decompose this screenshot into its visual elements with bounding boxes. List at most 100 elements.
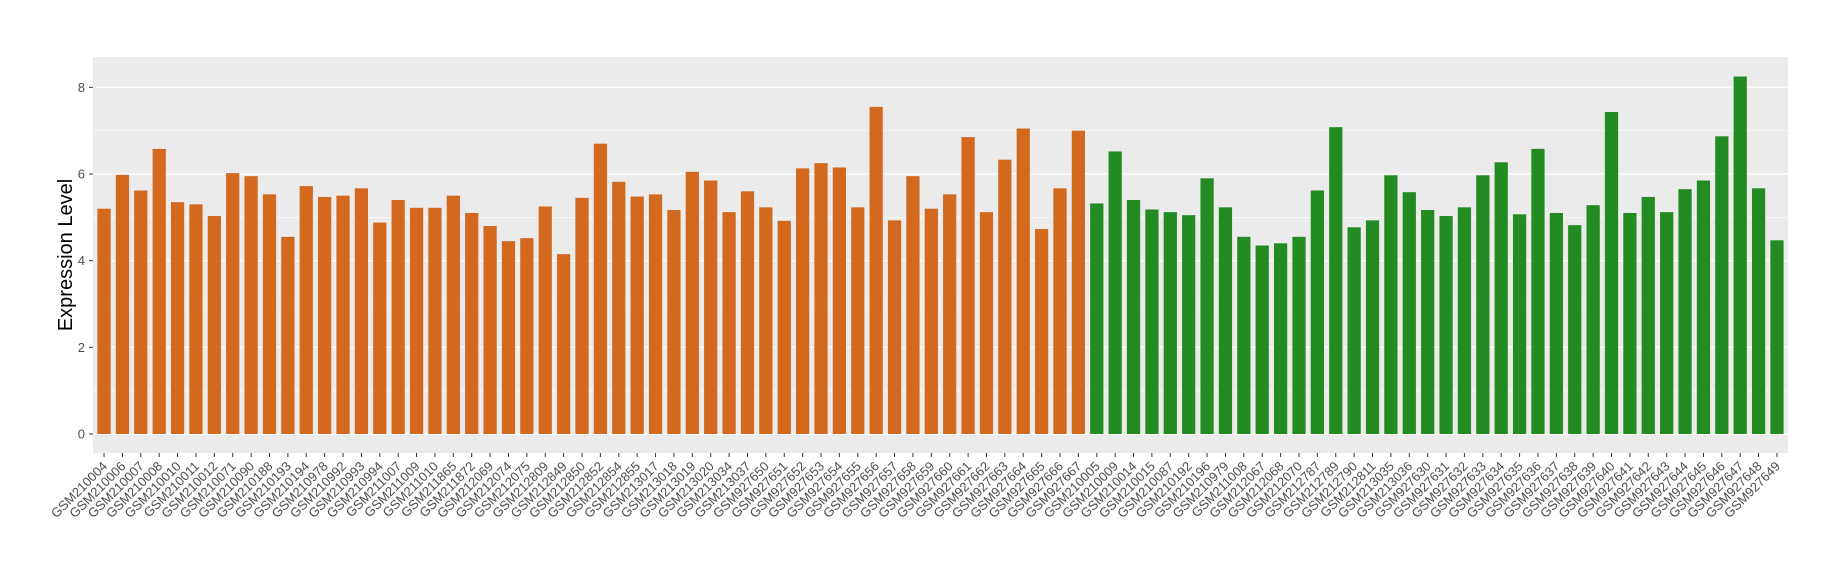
bar-GSM210993: [354, 188, 369, 434]
bar-GSM212070: [1292, 236, 1306, 434]
y-axis-title: Expression Level: [55, 179, 77, 331]
bar-GSM212075: [520, 238, 534, 434]
bar-GSM213037: [740, 191, 755, 434]
bar-GSM212809: [538, 206, 552, 434]
bar-GSM212811: [1365, 220, 1380, 434]
bar-GSM212068: [1273, 243, 1288, 434]
bar-GSM210014: [1126, 200, 1141, 434]
bar-GSM927658: [906, 176, 920, 435]
bar-GSM211865: [446, 195, 460, 434]
bar-GSM210010: [170, 202, 185, 434]
bar-GSM210012: [207, 216, 221, 434]
bar-GSM927661: [961, 137, 975, 435]
bar-GSM210194: [299, 186, 313, 434]
bar-GSM927660: [943, 194, 957, 434]
bar-GSM210992: [336, 195, 350, 434]
bar-GSM927641: [1623, 213, 1637, 434]
y-tick-label: 8: [78, 80, 85, 95]
bar-GSM210007: [134, 190, 148, 434]
bar-GSM213018: [667, 209, 681, 434]
bar-GSM213035: [1384, 175, 1398, 435]
bar-GSM927633: [1476, 175, 1490, 435]
y-tick-label: 4: [78, 253, 85, 268]
bar-GSM210009: [1108, 151, 1122, 434]
bar-GSM927636: [1531, 148, 1545, 434]
bar-GSM927649: [1770, 240, 1784, 434]
bar-GSM927648: [1751, 188, 1766, 434]
bar-GSM211010: [428, 207, 442, 434]
bar-GSM210087: [1163, 212, 1177, 434]
bar-GSM210071: [226, 173, 240, 434]
bar-GSM927664: [1016, 128, 1030, 434]
bar-GSM927630: [1421, 209, 1435, 434]
y-tick-label: 0: [78, 427, 85, 442]
y-tick-label: 2: [78, 340, 85, 355]
bar-GSM212850: [575, 197, 589, 434]
bar-GSM927650: [759, 207, 773, 434]
bar-GSM927639: [1586, 205, 1600, 434]
bar-GSM211007: [391, 200, 405, 434]
bar-GSM927640: [1604, 112, 1619, 434]
y-axis: 0 2 4 6 8: [78, 80, 93, 442]
bar-GSM210196: [1200, 178, 1214, 434]
bar-GSM212789: [1329, 127, 1343, 434]
bar-GSM210005: [1090, 203, 1104, 434]
bar-GSM927653: [814, 163, 828, 435]
bar-GSM210090: [244, 176, 258, 435]
bar-GSM210979: [1218, 207, 1233, 434]
bar-GSM212069: [483, 226, 497, 434]
bar-GSM212849: [557, 254, 571, 434]
bar-GSM927663: [998, 159, 1012, 434]
bar-GSM927659: [924, 208, 938, 434]
bar-GSM927662: [979, 212, 994, 434]
bar-GSM927652: [796, 168, 810, 434]
bar-GSM211008: [1237, 236, 1251, 434]
bar-GSM927647: [1733, 76, 1747, 434]
bar-GSM927667: [1071, 130, 1085, 435]
bar-GSM927654: [832, 167, 847, 434]
bar-GSM927644: [1678, 189, 1692, 434]
bar-GSM213036: [1402, 192, 1416, 434]
x-axis: GSM210004GSM210006GSM210007GSM210008GSM2…: [48, 453, 1783, 521]
bar-GSM927646: [1715, 136, 1729, 435]
bar-GSM212067: [1255, 245, 1269, 434]
bar-GSM210008: [152, 148, 166, 434]
bar-GSM927635: [1512, 214, 1527, 434]
bar-GSM211009: [409, 207, 424, 434]
bar-GSM212855: [630, 196, 644, 434]
bar-GSM213020: [704, 180, 718, 434]
bar-GSM927637: [1549, 213, 1563, 434]
bar-GSM213019: [685, 171, 699, 434]
bar-GSM212790: [1347, 227, 1361, 434]
bar-GSM212854: [612, 181, 626, 434]
bar-GSM212852: [593, 143, 608, 435]
bar-GSM927631: [1439, 216, 1453, 434]
bar-GSM927632: [1457, 207, 1472, 434]
y-tick-label: 6: [78, 167, 85, 182]
bar-GSM210978: [318, 196, 332, 434]
bar-GSM927634: [1494, 162, 1508, 435]
bar-GSM927638: [1568, 225, 1582, 434]
bar-GSM210015: [1145, 209, 1159, 434]
bar-GSM927655: [851, 207, 865, 434]
bar-GSM210193: [281, 236, 295, 434]
bar-GSM927651: [777, 220, 791, 434]
bar-GSM210188: [262, 194, 277, 434]
bar-GSM927665: [1034, 229, 1049, 434]
bar-GSM210011: [189, 204, 203, 434]
bar-GSM213034: [722, 212, 736, 434]
bars: [97, 76, 1784, 435]
bar-GSM927656: [869, 106, 883, 434]
bar-GSM212074: [501, 241, 516, 434]
bar-GSM927643: [1660, 212, 1674, 434]
bar-GSM210004: [97, 208, 111, 434]
bar-GSM211872: [465, 213, 479, 434]
bar-GSM927657: [887, 220, 902, 434]
bar-GSM210994: [373, 222, 387, 434]
bar-GSM927642: [1641, 196, 1655, 434]
bar-GSM210192: [1182, 215, 1196, 434]
bar-GSM210006: [115, 174, 130, 434]
bar-GSM927666: [1053, 188, 1067, 434]
